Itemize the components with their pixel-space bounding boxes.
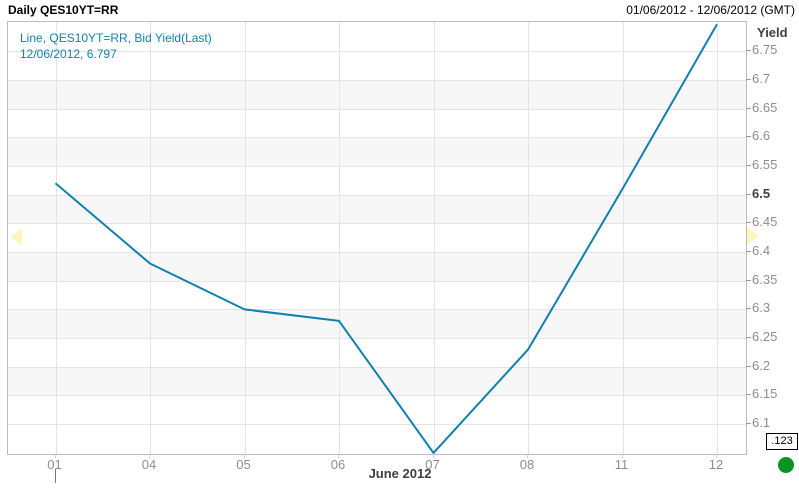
x-tick-label: 07 xyxy=(425,457,440,472)
x-tick-label: 04 xyxy=(141,457,157,472)
y-tick-label: 6.3 xyxy=(752,300,771,316)
y-axis-title: Yield xyxy=(757,25,788,40)
y-tick-label: 6.6 xyxy=(752,128,771,144)
v-gridline xyxy=(622,22,624,454)
h-gridline xyxy=(8,309,746,311)
v-gridline xyxy=(339,22,340,454)
h-gridline xyxy=(8,137,746,139)
h-gridline xyxy=(8,366,746,368)
y-tick-mark xyxy=(746,78,751,80)
chart-header: Daily QES10YT=RR 01/06/2012 - 12/06/2012… xyxy=(0,0,799,20)
y-tick-label: 6.5 xyxy=(752,185,771,201)
x-tick-mark xyxy=(716,454,717,458)
y-tick-label: 6.7 xyxy=(752,70,771,86)
y-tick-mark xyxy=(746,423,751,425)
price-line xyxy=(54,23,718,454)
y-tick-mark xyxy=(746,50,751,52)
v-gridline xyxy=(528,22,529,454)
x-tick-mark xyxy=(243,454,245,458)
y-tick-mark xyxy=(746,251,751,253)
v-gridline xyxy=(717,22,718,454)
y-tick-mark xyxy=(746,222,751,224)
h-gridline xyxy=(8,79,746,81)
x-tick-label: 06 xyxy=(330,457,346,472)
h-gridline xyxy=(8,252,746,254)
y-tick-label: 6.35 xyxy=(752,271,778,287)
x-tick-label: 11 xyxy=(614,457,629,472)
y-tick-label: 6.1 xyxy=(752,415,771,431)
legend-last-value: 12/06/2012, 6.797 xyxy=(20,47,117,61)
chart-title: Daily QES10YT=RR xyxy=(8,3,119,17)
month-boundary-tick xyxy=(55,469,56,483)
h-gridline xyxy=(8,194,746,196)
h-gridline xyxy=(8,166,746,167)
legend: Line, QES10YT=RR, Bid Yield(Last) 12/06/… xyxy=(20,30,212,62)
y-tick-mark xyxy=(746,394,751,396)
h-gridline xyxy=(8,395,746,397)
h-gridline xyxy=(8,280,746,282)
y-tick-mark xyxy=(746,107,751,109)
x-tick-mark xyxy=(54,454,56,458)
x-tick-mark xyxy=(432,454,434,458)
y-tick-mark xyxy=(746,136,751,138)
scroll-left-arrow-icon[interactable] xyxy=(10,228,22,246)
h-gridline xyxy=(8,424,746,426)
x-tick-label: 05 xyxy=(236,457,251,472)
scroll-right-arrow-icon[interactable] xyxy=(747,227,759,245)
x-tick-mark xyxy=(149,454,150,458)
legend-series-label: Line, QES10YT=RR, Bid Yield(Last) xyxy=(20,31,212,45)
h-gridline xyxy=(8,338,746,340)
y-tick-mark xyxy=(746,337,751,339)
y-tick-label: 6.2 xyxy=(752,357,771,373)
x-tick-label: 12 xyxy=(708,457,724,472)
y-tick-label: 6.65 xyxy=(752,99,778,115)
y-tick-label: 6.4 xyxy=(752,243,771,259)
h-gridline xyxy=(8,108,746,110)
y-tick-label: 6.15 xyxy=(752,386,778,402)
y-tick-label: 6.55 xyxy=(752,157,778,172)
x-tick-label: 08 xyxy=(519,457,535,472)
y-tick-mark xyxy=(746,308,751,310)
y-tick-mark xyxy=(746,279,751,281)
x-tick-mark xyxy=(621,454,623,458)
v-gridline xyxy=(55,22,57,454)
y-tick-label: 6.75 xyxy=(752,42,778,58)
decimal-precision-button[interactable]: .123 xyxy=(766,433,798,450)
h-gridline xyxy=(8,51,746,53)
realtime-status-icon xyxy=(778,457,794,473)
plot-area[interactable]: Line, QES10YT=RR, Bid Yield(Last) 12/06/… xyxy=(7,21,747,455)
x-tick-mark xyxy=(527,454,528,458)
y-tick-label: 6.25 xyxy=(752,329,778,345)
v-gridline xyxy=(433,22,435,454)
y-tick-mark xyxy=(746,365,751,367)
v-gridline xyxy=(150,22,151,454)
x-tick-mark xyxy=(338,454,339,458)
price-line-chart xyxy=(54,23,718,454)
x-tick-label: 01 xyxy=(47,457,62,472)
v-gridline xyxy=(244,22,246,454)
y-tick-mark xyxy=(746,165,751,166)
h-gridline xyxy=(8,223,746,225)
x-axis-month-label: June 2012 xyxy=(368,466,432,481)
y-tick-label: 6.45 xyxy=(752,214,778,230)
y-tick-mark xyxy=(746,193,751,195)
date-range: 01/06/2012 - 12/06/2012 (GMT) xyxy=(626,3,795,17)
